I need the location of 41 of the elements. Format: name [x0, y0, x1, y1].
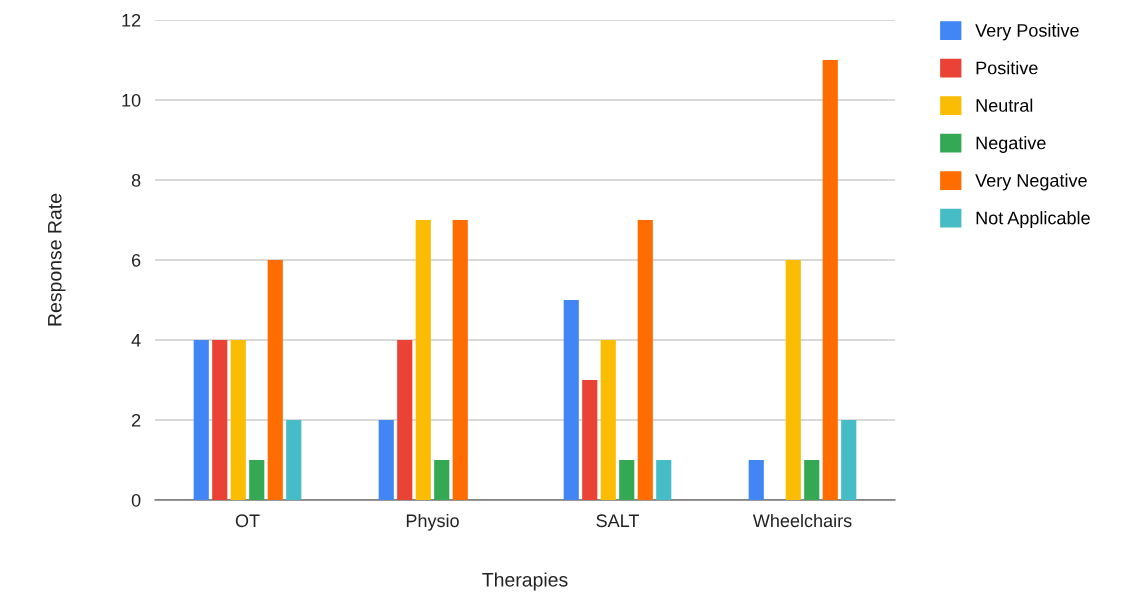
bar: [748, 460, 764, 500]
legend-label: Very Negative: [975, 173, 1087, 191]
y-tick-label: 10: [122, 93, 141, 107]
y-tick-label: 0: [131, 493, 141, 507]
bar: [286, 420, 302, 500]
bar: [785, 260, 801, 500]
legend-label: Positive: [976, 61, 1038, 75]
legend-label: Not Applicable: [976, 211, 1090, 228]
bar: [637, 220, 653, 500]
bar: [249, 460, 265, 500]
y-tick-label: 2: [131, 413, 141, 427]
bar: [582, 380, 598, 500]
y-tick-label: 8: [131, 173, 141, 187]
legend-label: Neutral: [976, 98, 1033, 112]
bar: [397, 340, 413, 500]
bar: [619, 460, 635, 500]
bar: [434, 460, 450, 500]
x-tick-label: SALT: [596, 514, 639, 528]
x-axis-title: Therapies: [482, 572, 568, 591]
x-tick-label: Physio: [406, 513, 459, 531]
bar: [656, 460, 672, 500]
y-axis-title: Response Rate: [48, 193, 66, 326]
legend-label: Negative: [976, 136, 1046, 153]
bar: [415, 220, 431, 500]
x-tick-label: Wheelchairs: [752, 513, 852, 528]
bar: [452, 220, 468, 500]
bar: [378, 420, 394, 500]
bar: [822, 60, 838, 500]
bar: [230, 340, 246, 500]
x-tick-label: OT: [235, 514, 260, 528]
bar: [267, 260, 283, 500]
y-tick-label: 6: [131, 253, 141, 267]
bar: [212, 340, 228, 500]
bar: [804, 460, 820, 500]
bar: [563, 300, 579, 500]
legend-label: Very Positive: [975, 23, 1079, 41]
y-tick-label: 4: [131, 334, 141, 347]
bar: [841, 420, 857, 500]
y-tick-label: 12: [122, 13, 141, 27]
bar: [600, 340, 616, 500]
bar: [193, 340, 209, 500]
